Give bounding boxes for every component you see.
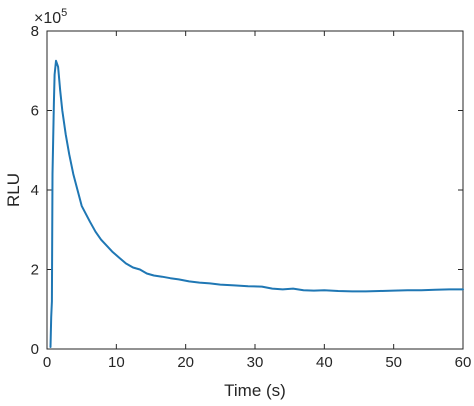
y-axis-label: RLU <box>4 173 23 207</box>
x-tick-label: 50 <box>385 354 402 371</box>
y-exponent-power: 5 <box>61 7 67 19</box>
y-tick-label: 0 <box>31 341 39 358</box>
x-tick-label: 10 <box>108 354 125 371</box>
plot-area: 0 10 20 30 40 50 60 0 2 4 6 8 <box>31 23 472 371</box>
x-axis-ticks: 0 10 20 30 40 50 60 <box>43 31 472 371</box>
y-tick-label: 2 <box>31 262 39 279</box>
y-exponent-base: ×10 <box>34 10 61 27</box>
series-points <box>50 60 464 348</box>
series-line <box>49 59 464 348</box>
x-tick-label: 30 <box>247 354 264 371</box>
y-tick-label: 8 <box>31 23 39 40</box>
x-tick-label: 40 <box>316 354 333 371</box>
axes-box <box>46 30 464 350</box>
y-axis-exponent: ×105 <box>34 7 67 27</box>
y-axis-ticks: 0 2 4 6 8 <box>31 23 463 358</box>
x-tick-label: 20 <box>177 354 194 371</box>
x-axis-label: Time (s) <box>224 381 286 400</box>
x-tick-label: 0 <box>43 354 51 371</box>
x-tick-label: 60 <box>455 354 472 371</box>
y-tick-label: 4 <box>31 182 39 199</box>
y-tick-label: 6 <box>31 103 39 120</box>
